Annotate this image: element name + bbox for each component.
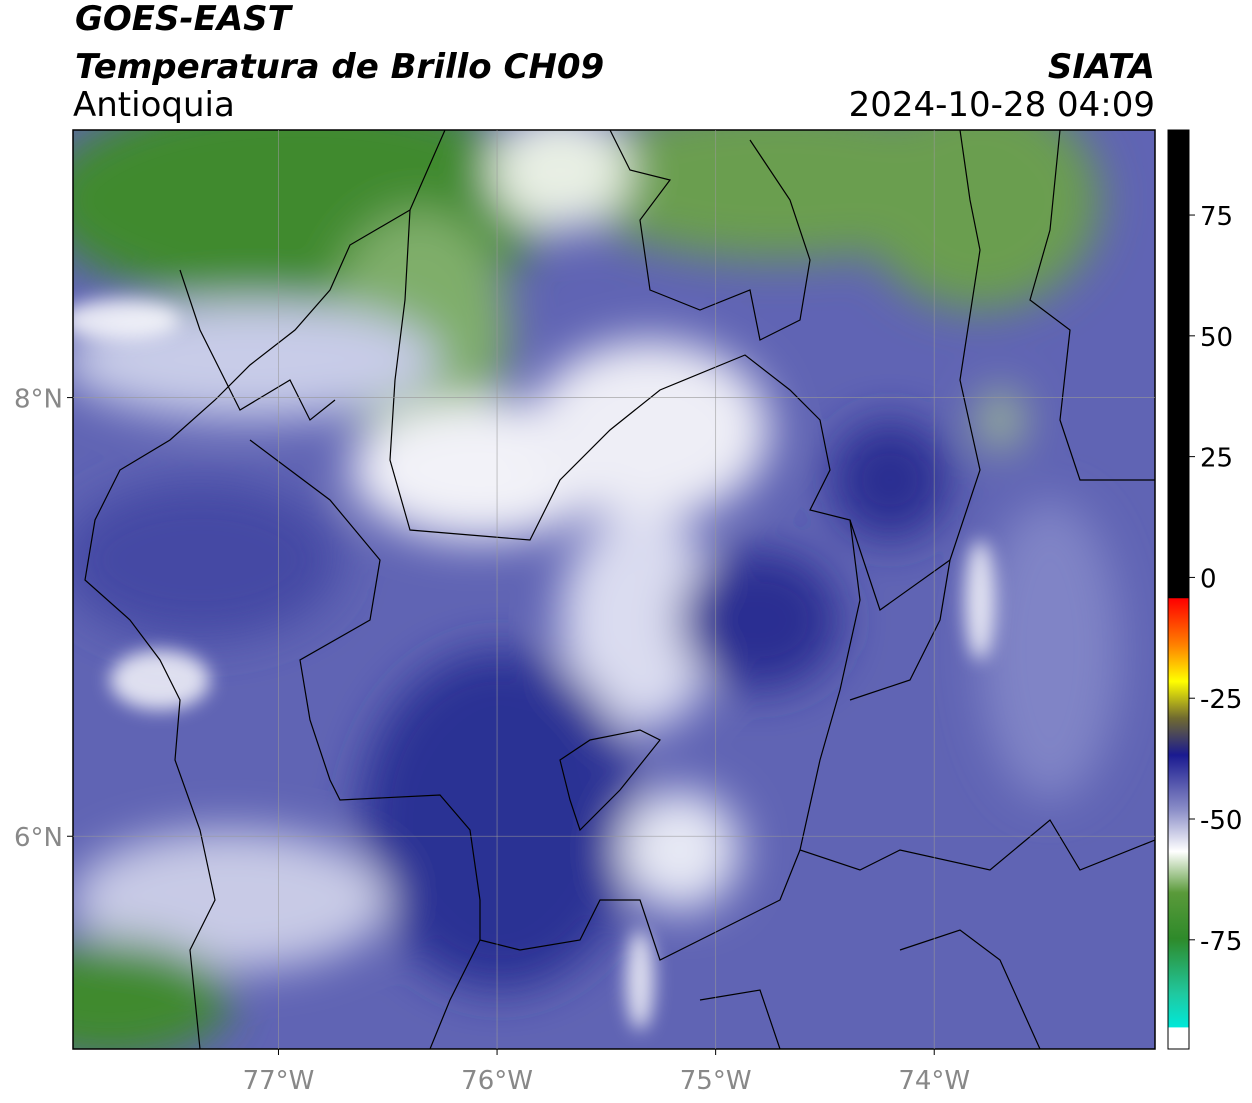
source: SIATA <box>1048 47 1155 87</box>
colorbar-tick-label: 25 <box>1200 444 1233 474</box>
subtitle: Temperatura de Brillo CH09 <box>75 47 604 87</box>
x-tick-label: 76°W <box>461 1066 533 1096</box>
region: Antioquia <box>73 85 235 125</box>
colorbar <box>1167 129 1190 1050</box>
x-tick-label: 77°W <box>243 1066 315 1096</box>
y-tick-label: 8°N <box>14 385 63 415</box>
y-tick-label: 6°N <box>14 823 63 853</box>
timestamp: 2024-10-28 04:09 <box>849 85 1155 125</box>
x-tick-label: 74°W <box>898 1066 970 1096</box>
map-frame <box>72 129 1156 1050</box>
colorbar-tick-label: -25 <box>1200 685 1242 715</box>
borders <box>84 130 1155 1049</box>
title: GOES-EAST <box>75 0 294 39</box>
colorbar-tick-label: 75 <box>1200 202 1233 232</box>
colorbar-tick-label: 50 <box>1200 323 1233 353</box>
satellite-image <box>73 130 1155 1049</box>
colorbar-tick-label: -75 <box>1200 927 1242 957</box>
x-tick-label: 75°W <box>680 1066 752 1096</box>
colorbar-tick-label: -50 <box>1200 806 1242 836</box>
colorbar-tick-label: 0 <box>1200 564 1217 594</box>
